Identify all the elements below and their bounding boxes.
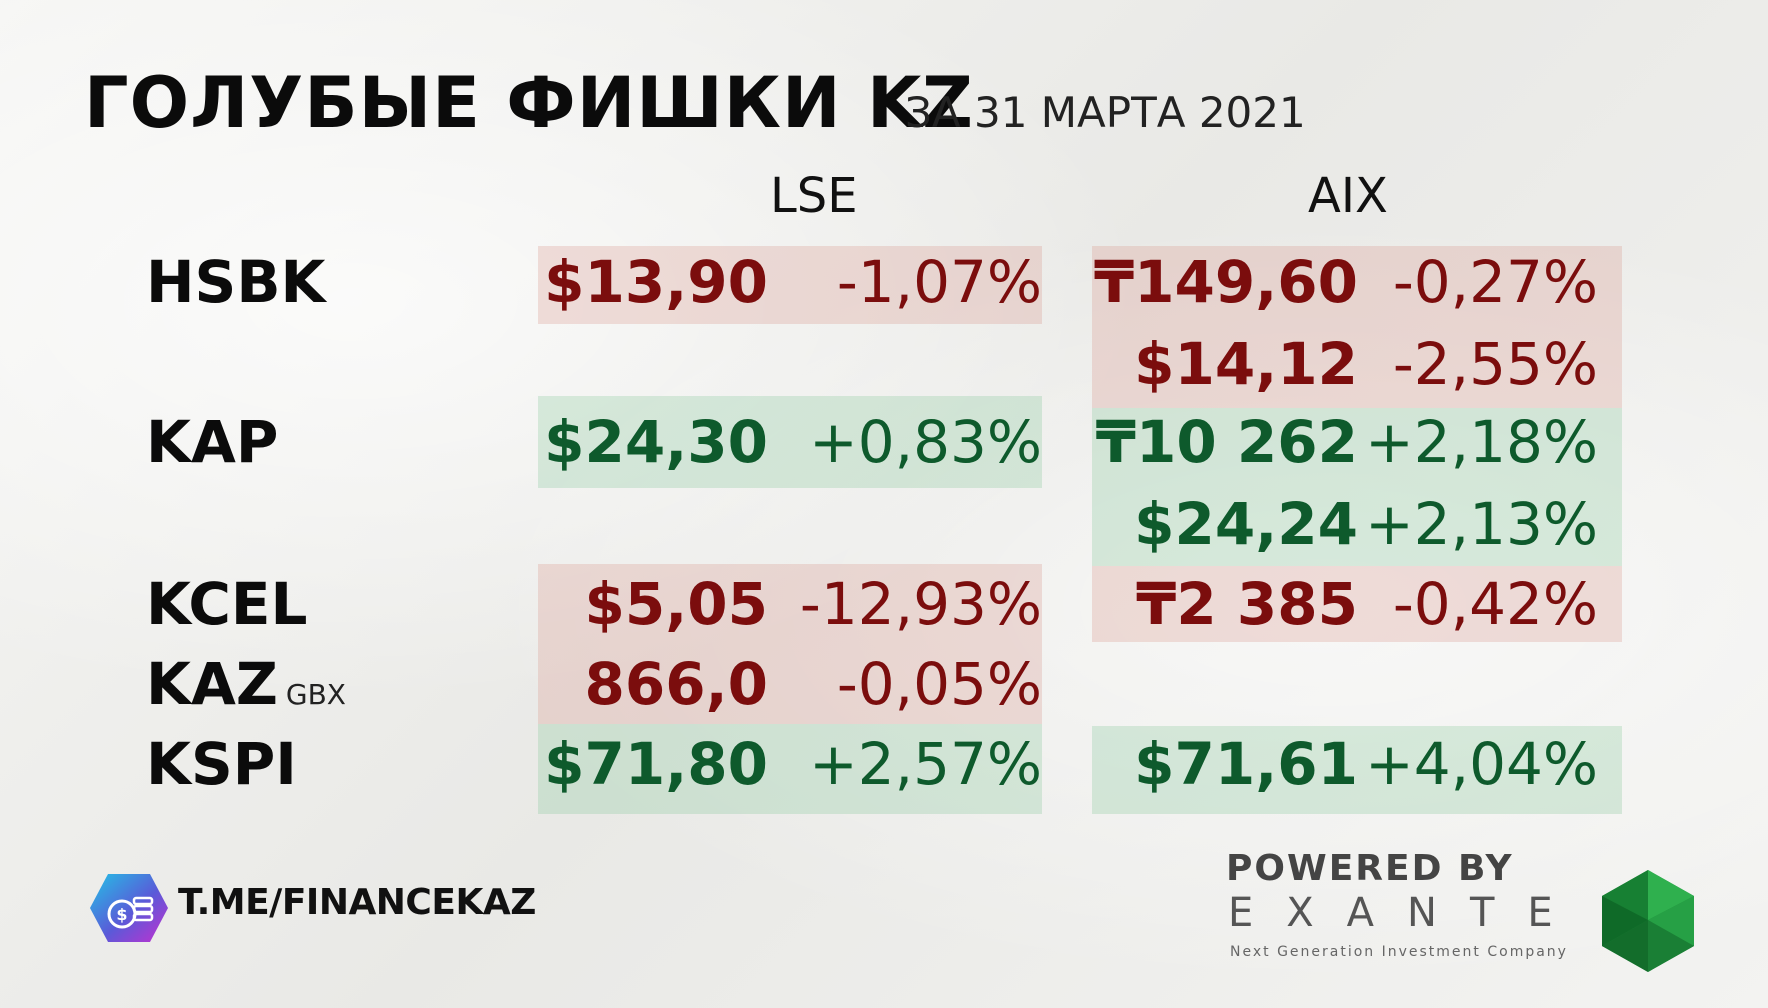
- hsbk-lse-change: -1,07%: [836, 248, 1042, 316]
- ticker-kaz: KAZ GBX: [146, 650, 346, 718]
- kap-lse-panel: [538, 396, 1042, 488]
- kcel-lse-change: -12,93%: [799, 570, 1042, 638]
- kap-aix-panel: [1092, 408, 1622, 566]
- hsbk-aix-change-kzt: -0,27%: [1392, 248, 1598, 316]
- kaz-lse-price: 866,0: [584, 650, 768, 718]
- kaz-lse-change: -0,05%: [836, 650, 1042, 718]
- kspi-aix-panel: [1092, 726, 1622, 814]
- ticker-kap: KAP: [146, 408, 279, 476]
- kap-lse-price: $24,30: [544, 408, 768, 476]
- kcel-aix-price: ₸2 385: [1136, 570, 1358, 638]
- ticker-kcel: KCEL: [146, 570, 308, 638]
- exante-brand: EXANTE: [1228, 890, 1586, 936]
- hsbk-lse-panel: [538, 246, 1042, 324]
- page-title: ГОЛУБЫЕ ФИШКИ KZ: [84, 62, 974, 144]
- powered-by-label: POWERED BY: [1226, 848, 1514, 889]
- kspi-aix-price: $71,61: [1134, 730, 1358, 798]
- page-subtitle: ЗА 31 МАРТА 2021: [905, 88, 1306, 137]
- kap-aix-change-kzt: +2,18%: [1365, 408, 1598, 476]
- ticker-kspi: KSPI: [146, 730, 297, 798]
- kap-aix-change-usd: +2,13%: [1365, 490, 1598, 558]
- hsbk-aix-price-kzt: ₸149,60: [1093, 248, 1358, 316]
- svg-text:$: $: [116, 905, 127, 924]
- kspi-lse-panel: [538, 724, 1042, 814]
- telegram-channel-link[interactable]: T.ME/FINANCEKAZ: [178, 882, 536, 923]
- exchange-header-lse: LSE: [770, 168, 858, 224]
- kap-aix-price-usd: $24,24: [1134, 490, 1358, 558]
- hsbk-aix-panel: [1092, 246, 1622, 408]
- kap-lse-change: +0,83%: [809, 408, 1042, 476]
- kcel-lse-price: $5,05: [584, 570, 768, 638]
- exante-tagline: Next Generation Investment Company: [1230, 944, 1568, 960]
- hsbk-lse-price: $13,90: [544, 248, 768, 316]
- kcel-aix-change: -0,42%: [1392, 570, 1598, 638]
- kspi-lse-change: +2,57%: [809, 730, 1042, 798]
- kspi-lse-price: $71,80: [544, 730, 768, 798]
- green-gem-logo-icon: [1602, 870, 1694, 972]
- finance-coins-logo-icon: $: [90, 874, 168, 942]
- hsbk-aix-change-usd: -2,55%: [1392, 330, 1598, 398]
- exchange-header-aix: AIX: [1308, 168, 1388, 224]
- hsbk-aix-price-usd: $14,12: [1134, 330, 1358, 398]
- kcel-aix-panel: [1092, 566, 1622, 642]
- ticker-hsbk: HSBK: [146, 248, 326, 316]
- kspi-aix-change: +4,04%: [1365, 730, 1598, 798]
- unit-label: GBX: [285, 678, 346, 711]
- kcel-kaz-lse-panel: [538, 564, 1042, 724]
- kap-aix-price-kzt: ₸10 262: [1095, 408, 1358, 476]
